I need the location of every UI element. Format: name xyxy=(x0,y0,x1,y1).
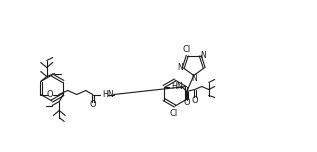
Text: Cl: Cl xyxy=(170,109,178,117)
Text: N: N xyxy=(178,63,183,72)
Text: HN: HN xyxy=(172,82,184,91)
Text: O: O xyxy=(191,96,198,105)
Text: O: O xyxy=(89,100,96,109)
Text: N: N xyxy=(200,51,206,60)
Text: N: N xyxy=(191,74,197,83)
Text: HN: HN xyxy=(103,90,114,99)
Text: O: O xyxy=(47,90,54,99)
Text: Cl: Cl xyxy=(182,45,191,54)
Text: O: O xyxy=(184,98,190,107)
